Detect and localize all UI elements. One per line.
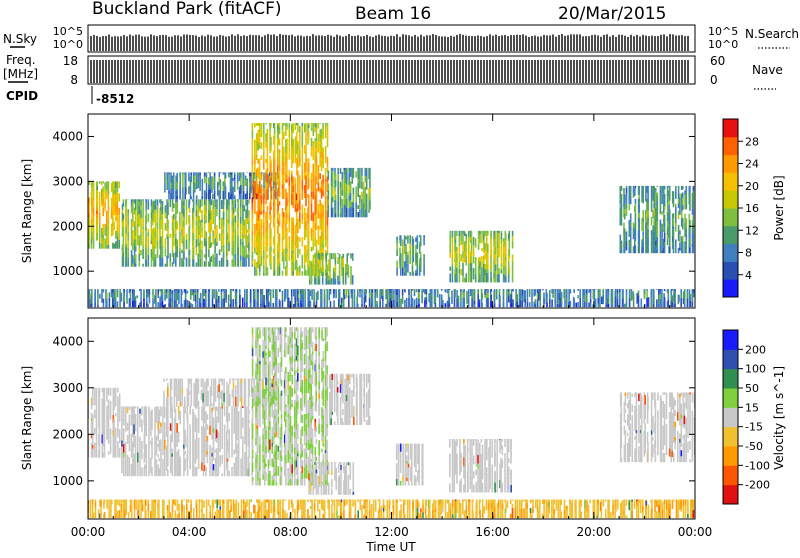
nsearch-label: N.Search [745, 27, 799, 41]
nsky-tick-bottom: 10^0 [53, 38, 83, 51]
cpid-value: -8512 [96, 92, 134, 106]
freq-panel: Freq. [MHz] 18 8 60 0 Nave [3, 53, 783, 89]
nave-tick-top: 60 [710, 54, 725, 68]
nsky-label: N.Sky [3, 32, 37, 46]
power-colorbar: 28 24 20 16 12 8 4 Power [dB] [723, 119, 786, 298]
colorbar-tick-label: 8 [745, 247, 752, 260]
colorbar-tick-label: 12 [745, 224, 759, 237]
nave-label: Nave [752, 63, 783, 77]
freq-unit: [MHz] [3, 67, 38, 81]
colorbar-tick-label: 20 [745, 180, 759, 193]
power-ylabel: Slant Range [km] [20, 159, 34, 263]
nsky-right-tick-top: 10^5 [708, 25, 738, 38]
y-tick-label: 3000 [52, 174, 83, 188]
colorbar-tick-label: 4 [745, 269, 752, 282]
nsky-panel: N.Sky 10^5 10^0 10^5 10^0 N.Search [3, 25, 799, 52]
colorbar-swatch [723, 279, 738, 297]
colorbar-swatch [723, 261, 738, 279]
y-tick-label: 2000 [52, 219, 83, 233]
colorbar-swatch [723, 244, 738, 262]
freq-tick-top: 18 [63, 54, 78, 68]
cpid-row: CPID -8512 [6, 86, 134, 106]
colorbar-tick-label: 24 [745, 158, 759, 171]
freq-label: Freq. [6, 53, 36, 67]
power-frame [88, 114, 695, 308]
y-tick-label: 4000 [52, 129, 83, 143]
colorbar-swatch [723, 190, 738, 208]
colorbar-swatch [723, 137, 738, 155]
nave-tick-bottom: 0 [710, 73, 718, 87]
nsky-right-tick-bottom: 10^0 [708, 38, 738, 51]
colorbar-swatch [723, 226, 738, 244]
colorbar-swatch [723, 208, 738, 226]
colorbar-swatch [723, 119, 738, 137]
cpid-label: CPID [6, 89, 38, 103]
freq-tick-bottom: 8 [70, 73, 78, 87]
colorbar-tick-label: 16 [745, 202, 759, 215]
date-title: 20/Mar/2015 [558, 4, 666, 24]
station-title: Buckland Park (fitACF) [92, 0, 282, 19]
y-tick-label: 1000 [52, 264, 83, 278]
colorbar-tick-label: 28 [745, 135, 759, 148]
power-colorbar-label: Power [dB] [772, 175, 786, 240]
colorbar-swatch [723, 172, 738, 190]
colorbar-swatch [723, 155, 738, 173]
nsky-tick-top: 10^5 [53, 25, 83, 38]
power-panel: 1000 2000 3000 4000 Slant Range [km] [20, 114, 695, 308]
beam-title: Beam 16 [355, 4, 431, 24]
